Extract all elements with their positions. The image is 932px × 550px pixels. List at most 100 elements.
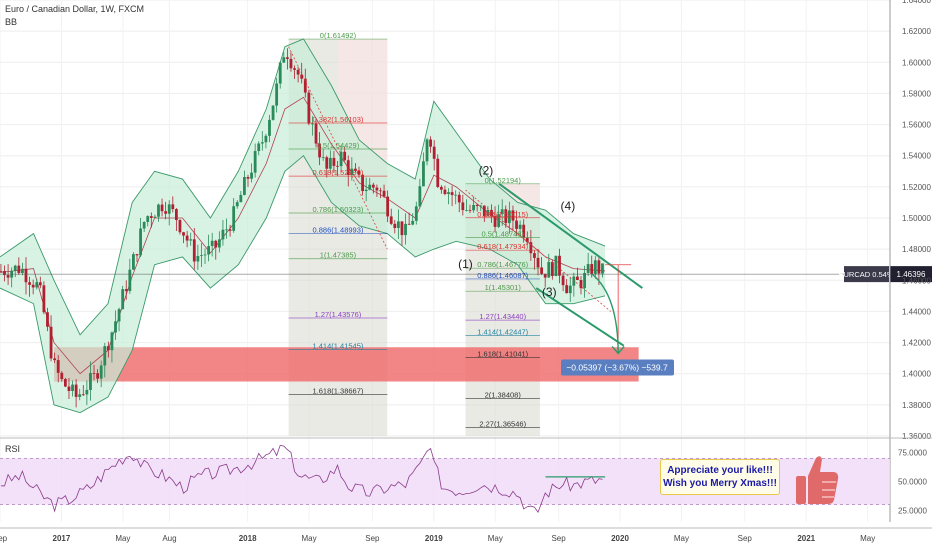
fib-level-label: 2.27(1.36546) <box>479 419 526 428</box>
candle-body <box>110 332 114 351</box>
candle-body <box>361 174 364 192</box>
candle-body <box>601 263 604 274</box>
price-tick-label: 1.44000 <box>902 307 931 316</box>
candle-body <box>396 221 400 229</box>
candle-body <box>439 186 443 190</box>
candle-body <box>146 216 150 222</box>
candle-body <box>246 177 250 179</box>
candle-body <box>482 205 486 217</box>
candle-body <box>597 260 601 274</box>
candle-body <box>182 232 185 236</box>
candle-body <box>411 220 415 225</box>
candle-body <box>117 309 121 322</box>
candle-body <box>225 229 228 231</box>
candle-body <box>121 289 125 310</box>
candle-body <box>318 143 322 158</box>
fib-level-label: 1.414(1.42447) <box>477 328 528 337</box>
candle-body <box>239 194 243 203</box>
candle-body <box>157 204 160 217</box>
fib-level-label: 1.27(1.43576) <box>315 310 362 319</box>
candle-body <box>550 261 554 277</box>
candle-body <box>493 216 497 227</box>
candle-body <box>303 78 307 93</box>
candle-body <box>85 389 89 395</box>
candle-body <box>579 279 583 289</box>
candle-body <box>271 105 275 120</box>
candle-body <box>593 260 597 274</box>
bb-lower-line <box>0 155 606 414</box>
candle-body <box>3 270 6 276</box>
price-tick-label: 1.52000 <box>902 183 931 192</box>
candle-body <box>429 139 433 147</box>
candle-body <box>38 282 42 286</box>
candle-body <box>89 372 92 390</box>
candle-body <box>99 365 103 379</box>
candle-body <box>536 257 540 268</box>
candle-body <box>92 372 96 374</box>
candle-body <box>486 209 490 217</box>
candle-body <box>400 221 404 236</box>
candle-body <box>457 194 461 203</box>
candle-body <box>357 170 361 175</box>
rsi-tick-label: 50.0000 <box>898 478 927 487</box>
fib-level-label: 0.382(1.50015) <box>477 210 528 219</box>
candle-body <box>24 268 28 283</box>
note-line-2: Wish you Merry Xmas!!! <box>663 478 777 489</box>
candle-body <box>106 346 110 351</box>
time-tick-label: 2021 <box>797 534 815 543</box>
candle-body <box>28 282 31 285</box>
candle-body <box>228 229 232 231</box>
candle-body <box>103 346 107 366</box>
candle-body <box>60 372 64 380</box>
candle-body <box>543 273 547 278</box>
fib-level-label: 0.5(1.48748) <box>481 229 524 238</box>
time-tick-label: 2019 <box>425 534 443 543</box>
projection-path <box>591 273 619 354</box>
fib-level-label: 2(1.38408) <box>485 391 522 400</box>
candle-body <box>393 223 397 229</box>
current-price-value-bg <box>890 266 932 283</box>
price-tick-label: 1.36000 <box>902 432 931 441</box>
support-zone <box>53 347 639 382</box>
candle-body <box>572 276 576 286</box>
time-tick-label: May <box>488 534 503 543</box>
candle-body <box>525 237 529 243</box>
candle-body <box>221 229 225 240</box>
candle-body <box>479 205 483 207</box>
fib-level-label: 0.382(1.56103) <box>313 115 364 124</box>
candle-body <box>307 92 311 124</box>
candle-body <box>42 285 46 313</box>
candle-body <box>422 161 425 187</box>
candle-body <box>332 157 336 166</box>
candle-body <box>49 326 53 359</box>
candle-body <box>71 384 74 391</box>
candle-body <box>78 394 82 397</box>
candle-body <box>135 254 139 256</box>
candle-body <box>472 204 475 211</box>
time-tick-label: May <box>302 534 317 543</box>
candles <box>0 48 604 408</box>
fib-level-label: 1.27(1.43440) <box>479 312 526 321</box>
candle-body <box>583 272 586 289</box>
candle-body <box>243 177 246 195</box>
time-tick-label: 2020 <box>611 534 629 543</box>
candle-body <box>515 220 518 229</box>
fib-level-label: 1.618(1.38667) <box>313 386 364 395</box>
candle-body <box>114 321 117 333</box>
candle-body <box>232 206 236 231</box>
candle-body <box>296 69 300 75</box>
wave-label: (4) <box>561 199 576 213</box>
candle-body <box>203 254 207 256</box>
candle-body <box>425 139 429 162</box>
fib-level-label: 1.414(1.41545) <box>313 342 364 351</box>
fib-level-label: 0.786(1.46776) <box>477 260 528 269</box>
candle-body <box>500 209 504 215</box>
trend-dotted-line <box>288 46 388 250</box>
candle-body <box>149 216 153 218</box>
projection-label-bg <box>561 359 674 376</box>
fib-level-label: 1.618(1.41041) <box>477 350 528 359</box>
time-tick-label: May <box>674 534 689 543</box>
wave-label: (1) <box>458 257 473 271</box>
support-rectangle <box>53 347 639 382</box>
